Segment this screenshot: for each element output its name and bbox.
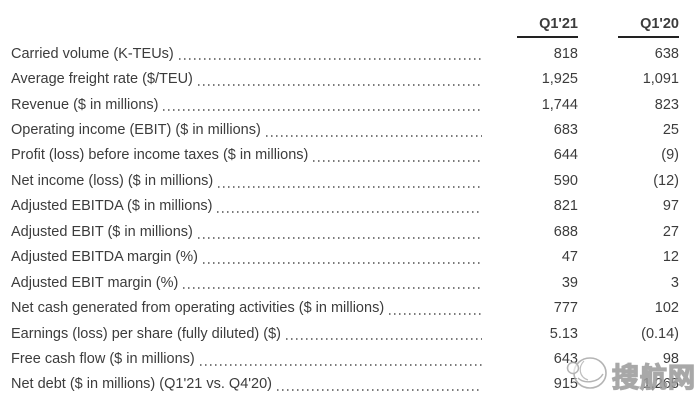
value-q1-20: (0.14) <box>641 325 679 342</box>
value-q1-21: 643 <box>553 350 578 367</box>
row-label: Earnings (loss) per share (fully diluted… <box>11 325 281 342</box>
table-row-revenue: Revenue ($ in millions) 1,744 823 <box>11 92 679 117</box>
value-q1-20: 27 <box>662 223 679 240</box>
column-header-cell-q1-20: Q1'20 <box>578 16 679 38</box>
value-q1-21: 590 <box>553 172 578 189</box>
table-row-adjusted-ebit: Adjusted EBIT ($ in millions) 688 27 <box>11 219 679 244</box>
value-q1-20: 823 <box>654 96 679 113</box>
dot-leader <box>197 83 482 86</box>
dot-leader <box>163 109 482 112</box>
table-row-adjusted-ebitda-margin: Adjusted EBITDA margin (%) 47 12 <box>11 245 679 270</box>
row-label: Operating income (EBIT) ($ in millions) <box>11 122 261 139</box>
table-row-free-cash-flow: Free cash flow ($ in millions) 643 98 <box>11 346 679 371</box>
table-row-net-income: Net income (loss) ($ in millions) 590 (1… <box>11 168 679 193</box>
dot-leader <box>265 134 482 137</box>
value-q1-20: 97 <box>662 198 679 215</box>
row-label: Adjusted EBITDA margin (%) <box>11 249 198 266</box>
value-q1-21: 1,925 <box>541 71 578 88</box>
table-row-earnings-per-share: Earnings (loss) per share (fully diluted… <box>11 321 679 346</box>
value-q1-21: 821 <box>553 198 578 215</box>
dot-leader <box>218 185 482 188</box>
row-label: Net income (loss) ($ in millions) <box>11 172 214 189</box>
table-row-adjusted-ebitda: Adjusted EBITDA ($ in millions) 821 97 <box>11 194 679 219</box>
value-q1-21: 39 <box>561 274 578 291</box>
value-q1-20: (12) <box>653 172 679 189</box>
value-q1-21: 644 <box>553 147 578 164</box>
value-q1-21: 1,744 <box>541 96 578 113</box>
row-label: Adjusted EBIT margin (%) <box>11 274 179 291</box>
dot-leader <box>217 211 482 214</box>
table-row-average-freight-rate: Average freight rate ($/TEU) 1,925 1,091 <box>11 66 679 91</box>
value-q1-21: 683 <box>553 122 578 139</box>
value-q1-21: 818 <box>553 45 578 62</box>
column-header-q1-20: Q1'20 <box>618 16 679 38</box>
dot-leader <box>389 312 482 315</box>
value-q1-20: 12 <box>662 249 679 266</box>
dot-leader <box>277 389 482 392</box>
dot-leader <box>313 160 482 163</box>
row-label: Carried volume (K-TEUs) <box>11 45 174 62</box>
dot-leader <box>183 287 482 290</box>
row-label: Revenue ($ in millions) <box>11 96 159 113</box>
dot-leader <box>197 236 482 239</box>
column-header-q1-21: Q1'21 <box>517 16 578 38</box>
value-q1-20: 25 <box>662 122 679 139</box>
value-q1-20: 102 <box>654 300 679 317</box>
value-q1-21: 915 <box>553 376 578 393</box>
value-q1-21: 47 <box>561 249 578 266</box>
row-label: Adjusted EBITDA ($ in millions) <box>11 198 213 215</box>
table-row-net-cash-operating: Net cash generated from operating activi… <box>11 295 679 320</box>
row-label: Adjusted EBIT ($ in millions) <box>11 223 193 240</box>
value-q1-20: 98 <box>662 350 679 367</box>
quarterly-results-table: Q1'21 Q1'20 Carried volume (K-TEUs) 818 … <box>11 10 679 397</box>
value-q1-20: 638 <box>654 45 679 62</box>
column-header-cell-q1-21: Q1'21 <box>490 16 578 38</box>
value-q1-20: (9) <box>661 147 679 164</box>
row-label: Average freight rate ($/TEU) <box>11 71 193 88</box>
table-row-adjusted-ebit-margin: Adjusted EBIT margin (%) 39 3 <box>11 270 679 295</box>
table-body: Carried volume (K-TEUs) 818 638 Average … <box>11 41 679 397</box>
value-q1-21: 688 <box>553 223 578 240</box>
value-q1-21: 777 <box>553 300 578 317</box>
row-label: Free cash flow ($ in millions) <box>11 350 195 367</box>
dot-leader <box>178 58 482 61</box>
value-q1-20: 3 <box>670 274 679 291</box>
table-row-profit-before-taxes: Profit (loss) before income taxes ($ in … <box>11 143 679 168</box>
row-label: Net cash generated from operating activi… <box>11 300 385 317</box>
dot-leader <box>199 363 482 366</box>
value-q1-20: 1,265 <box>642 376 679 393</box>
row-label: Net debt ($ in millions) (Q1'21 vs. Q4'2… <box>11 376 272 393</box>
table-row-operating-income-ebit: Operating income (EBIT) ($ in millions) … <box>11 117 679 142</box>
table-row-carried-volume: Carried volume (K-TEUs) 818 638 <box>11 41 679 66</box>
row-label: Profit (loss) before income taxes ($ in … <box>11 147 309 164</box>
dot-leader <box>202 261 482 264</box>
value-q1-21: 5.13 <box>549 325 578 342</box>
table-row-net-debt: Net debt ($ in millions) (Q1'21 vs. Q4'2… <box>11 372 679 397</box>
dot-leader <box>285 338 482 341</box>
table-header: Q1'21 Q1'20 <box>11 10 679 38</box>
value-q1-20: 1,091 <box>642 71 679 88</box>
